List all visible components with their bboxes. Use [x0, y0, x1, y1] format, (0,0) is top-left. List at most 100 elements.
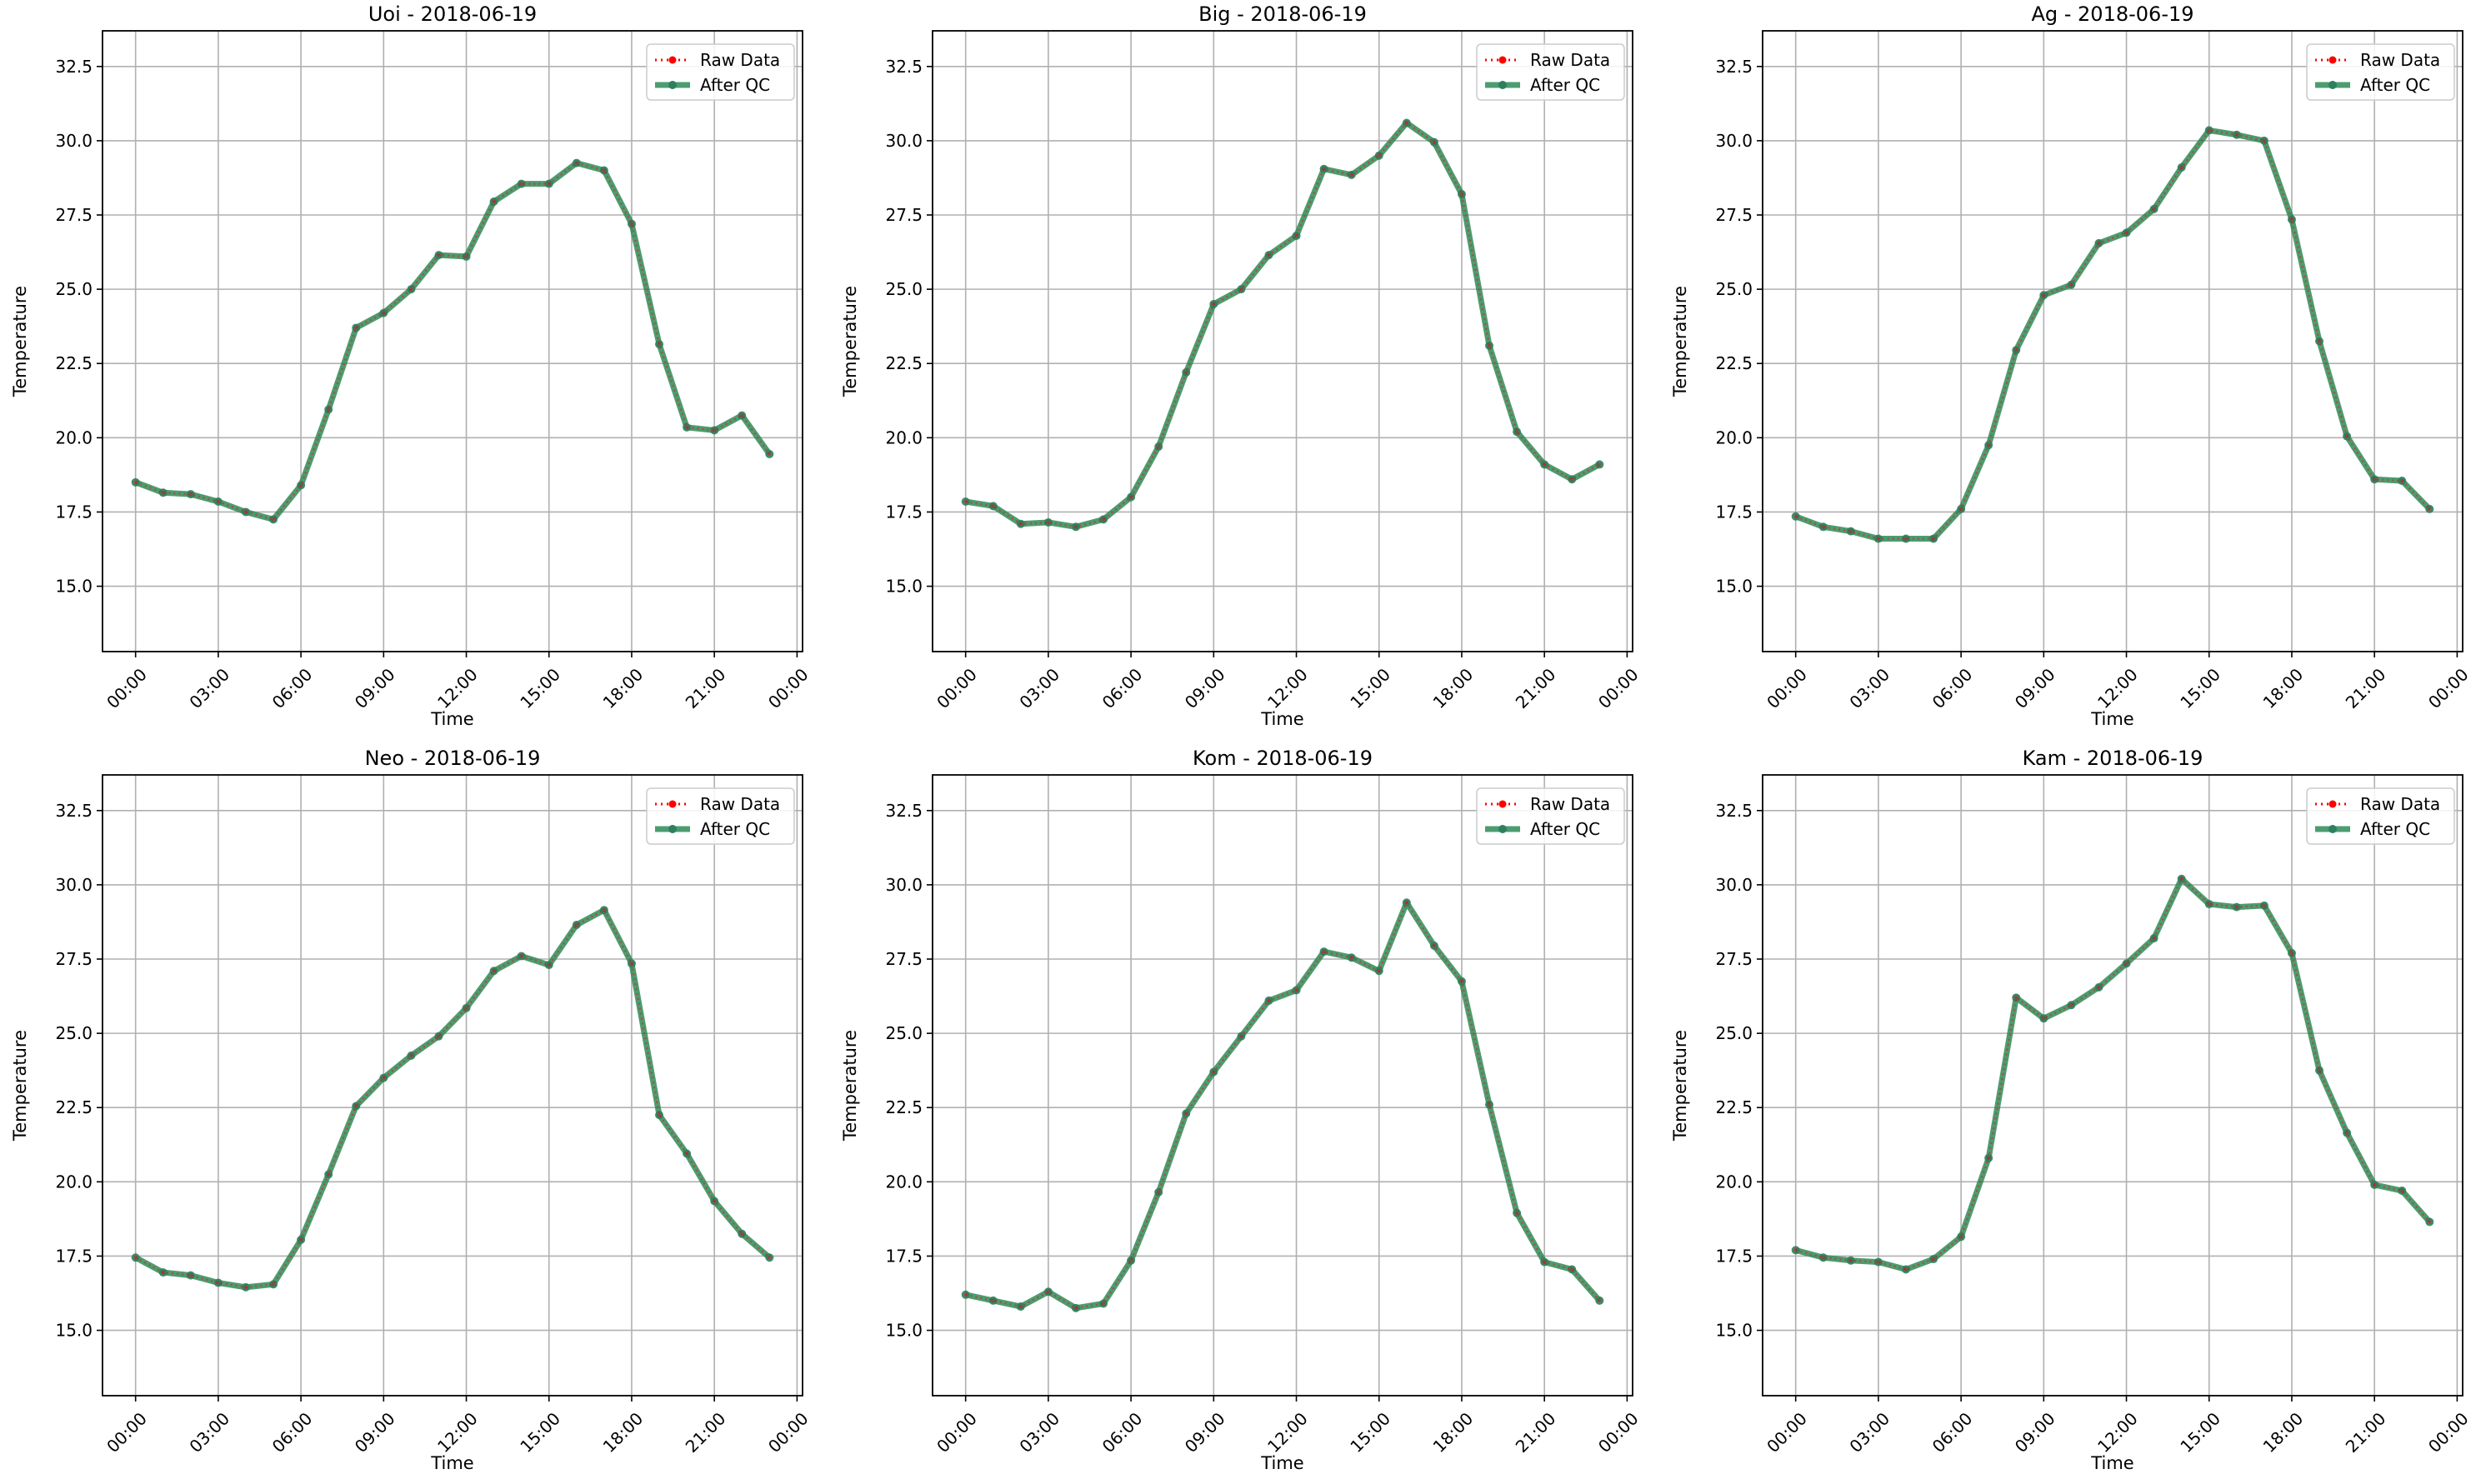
data-point-raw-data	[1128, 495, 1133, 500]
legend: Raw Data After QC	[1476, 43, 1625, 101]
data-point-after-qc	[710, 426, 719, 435]
axes-frame	[1762, 774, 2463, 1397]
y-tick-label: 17.5	[885, 502, 923, 522]
data-point-after-qc	[2039, 1014, 2048, 1023]
y-tick-label: 15.0	[1715, 577, 1753, 597]
x-tick-label: 00:00	[1594, 664, 1643, 712]
x-tick-label: 18:00	[2259, 664, 2308, 712]
data-point-raw-data	[712, 1199, 717, 1203]
data-point-after-qc	[2067, 1001, 2076, 1010]
data-point-raw-data	[2097, 241, 2101, 246]
data-point-raw-data	[2262, 138, 2267, 143]
x-tick-label: 00:00	[2424, 664, 2473, 712]
data-point-raw-data	[2013, 347, 2018, 352]
data-point-raw-data	[657, 1112, 662, 1117]
data-point-raw-data	[547, 962, 552, 967]
y-tick-label: 15.0	[885, 577, 923, 597]
data-point-after-qc	[1292, 986, 1301, 995]
y-tick-label: 30.0	[885, 131, 923, 151]
data-point-after-qc	[2204, 900, 2213, 909]
y-tick-label: 30.0	[55, 875, 93, 895]
data-point-after-qc	[297, 481, 306, 490]
legend-label-raw-data: Raw Data	[2360, 794, 2440, 814]
data-point-after-qc	[186, 490, 195, 499]
data-point-raw-data	[1018, 1304, 1023, 1309]
data-point-raw-data	[1597, 462, 1602, 467]
x-axis-label: Time	[1260, 709, 1303, 729]
y-tick-label: 17.5	[55, 1246, 93, 1266]
data-point-after-qc	[324, 405, 333, 414]
data-point-after-qc	[1901, 534, 1910, 543]
data-point-after-qc	[241, 1282, 250, 1292]
data-point-raw-data	[739, 413, 744, 418]
data-point-raw-data	[2372, 1182, 2377, 1187]
data-point-after-qc	[572, 158, 581, 167]
x-tick-label: 15:00	[516, 1408, 564, 1457]
x-tick-label: 03:00	[185, 664, 233, 712]
data-point-raw-data	[1487, 1102, 1492, 1107]
data-point-after-qc	[434, 1032, 443, 1041]
x-axis-label: Time	[430, 1453, 473, 1473]
legend-label-after-qc: After QC	[700, 75, 770, 95]
chart-title: Kom - 2018-06-19	[1193, 747, 1373, 770]
data-point-raw-data	[1821, 1255, 1826, 1260]
data-point-raw-data	[1156, 1190, 1161, 1195]
data-point-after-qc	[2149, 934, 2158, 943]
data-point-after-qc	[738, 1229, 747, 1238]
x-tick-label: 06:00	[1098, 664, 1147, 712]
data-point-after-qc	[158, 1268, 168, 1277]
data-point-after-qc	[1016, 519, 1025, 528]
data-point-after-qc	[1071, 1303, 1080, 1312]
data-point-raw-data	[1404, 900, 1409, 905]
data-point-after-qc	[2177, 874, 2186, 883]
data-point-raw-data	[298, 1237, 303, 1242]
data-point-raw-data	[2097, 985, 2101, 990]
legend-marker-raw-data	[2328, 56, 2337, 64]
legend-label-raw-data: Raw Data	[2360, 50, 2440, 70]
x-tick-label: 09:00	[2011, 1408, 2059, 1457]
data-point-raw-data	[1903, 537, 1908, 541]
legend-marker-after-qc	[2328, 81, 2337, 89]
data-point-raw-data	[1848, 1258, 1853, 1263]
data-point-after-qc	[379, 308, 388, 317]
data-point-after-qc	[462, 1003, 471, 1012]
data-point-after-qc	[489, 197, 498, 206]
data-point-raw-data	[684, 1152, 689, 1156]
data-point-raw-data	[547, 182, 552, 186]
data-point-raw-data	[2124, 961, 2128, 966]
data-point-raw-data	[464, 1006, 468, 1011]
series-line-raw-data	[135, 908, 771, 1289]
data-point-after-qc	[1237, 1032, 1246, 1041]
chart-panel-5: 15.0 17.5 20.0 22.5 25.0 27.5 30.0 32.5 00:00 03:…	[1670, 747, 2473, 1473]
legend-marker-after-qc	[1498, 81, 1507, 89]
x-axis-label: Time	[2090, 709, 2133, 729]
data-point-after-qc	[1485, 341, 1494, 350]
legend-label-after-qc: After QC	[2360, 75, 2430, 95]
chart-panel-4: 15.0 17.5 20.0 22.5 25.0 27.5 30.0 32.5 00:00 03:…	[840, 747, 1643, 1473]
y-tick-label: 15.0	[1715, 1321, 1753, 1341]
data-point-raw-data	[1349, 955, 1354, 960]
data-point-raw-data	[1821, 524, 1826, 529]
legend: Raw Data After QC	[1476, 787, 1625, 845]
data-point-raw-data	[963, 499, 968, 504]
y-tick-label: 32.5	[1715, 57, 1753, 77]
data-point-after-qc	[1818, 1253, 1828, 1262]
data-point-raw-data	[2207, 128, 2212, 132]
y-tick-label: 27.5	[55, 949, 93, 969]
axes-frame	[932, 30, 1633, 652]
series-line-raw-data	[965, 121, 1600, 528]
data-point-raw-data	[767, 1255, 772, 1260]
legend: Raw Data After QC	[2306, 787, 2455, 845]
x-tick-label: 15:00	[1346, 664, 1394, 712]
y-tick-label: 22.5	[55, 1097, 93, 1117]
x-tick-label: 15:00	[2176, 1408, 2224, 1457]
y-tick-label: 32.5	[55, 801, 93, 821]
axes-frame	[932, 774, 1633, 1397]
data-point-after-qc	[2287, 215, 2296, 224]
data-point-after-qc	[1873, 1257, 1883, 1267]
data-point-raw-data	[1404, 121, 1409, 125]
data-point-raw-data	[2317, 339, 2322, 343]
x-tick-label: 18:00	[2259, 1408, 2308, 1457]
x-tick-label: 00:00	[103, 664, 151, 712]
data-point-raw-data	[1514, 1211, 1519, 1216]
